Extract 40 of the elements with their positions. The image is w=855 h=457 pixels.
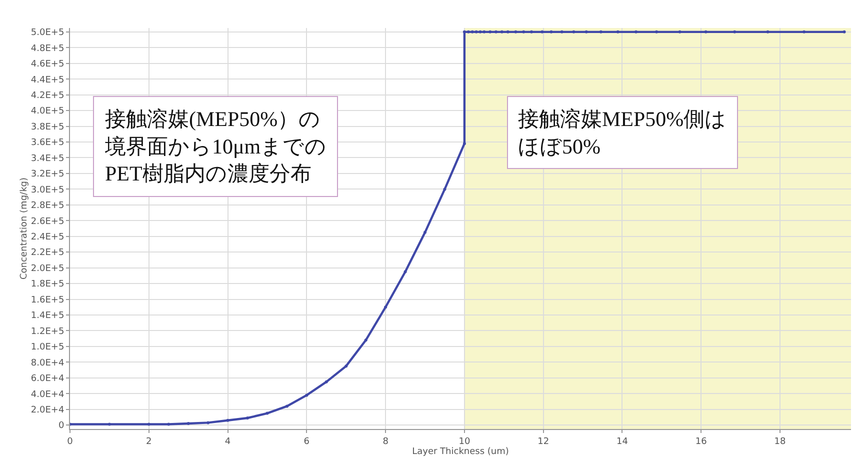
x-tick-label: 18 <box>774 436 786 447</box>
x-tick-label: 2 <box>146 436 152 447</box>
y-tick-label: 1.4E+5 <box>30 311 64 322</box>
x-tick-label: 4 <box>224 436 231 447</box>
y-tick-label: 3.6E+5 <box>30 138 64 148</box>
y-tick-label: 2.6E+5 <box>30 216 64 227</box>
y-tick-label: 4.4E+5 <box>30 75 64 86</box>
y-tick-label: 3.2E+5 <box>30 170 64 180</box>
y-tick-label: 8.0E+4 <box>30 358 64 368</box>
y-tick-label: 4.0E+4 <box>30 390 64 400</box>
x-tick-label: 6 <box>304 436 310 447</box>
y-tick-label: 4.6E+5 <box>30 60 64 70</box>
y-tick-label: 6.0E+4 <box>30 374 64 384</box>
y-tick-label: 5.0E+5 <box>30 28 64 38</box>
annotation: 接触溶媒(MEP50%）の境界面から10μmまでのPET樹脂内の濃度分布 <box>104 107 327 186</box>
y-tick-label: 0 <box>58 421 64 432</box>
y-tick-label: 3.0E+5 <box>30 185 64 196</box>
y-tick-label: 2.8E+5 <box>30 201 64 212</box>
x-tick-label: 16 <box>695 436 708 447</box>
y-axis-title: Concentration (mg/kg) <box>19 178 30 280</box>
x-tick-label: 12 <box>538 436 550 447</box>
x-tick-label: 0 <box>67 436 74 447</box>
y-tick-label: 1.6E+5 <box>30 295 64 306</box>
y-tick-label: 3.8E+5 <box>30 122 64 132</box>
y-tick-label: 2.0E+5 <box>30 264 64 274</box>
y-tick-label: 2.4E+5 <box>30 232 64 243</box>
y-tick-label: 2.0E+4 <box>30 405 64 416</box>
x-tick-label: 10 <box>458 436 470 447</box>
x-tick-label: 14 <box>616 436 628 447</box>
y-tick-label: 2.2E+5 <box>30 248 64 258</box>
y-tick-label: 4.2E+5 <box>30 90 64 101</box>
y-tick-label: 4.0E+5 <box>30 106 64 117</box>
y-tick-label: 1.2E+5 <box>30 326 64 337</box>
y-tick-label: 3.4E+5 <box>30 154 64 164</box>
y-tick-label: 1.0E+5 <box>30 342 64 353</box>
annotation: 接触溶媒MEP50%側はほぼ50% <box>518 107 727 158</box>
x-tick-label: 8 <box>382 436 389 447</box>
y-tick-label: 4.8E+5 <box>30 44 64 54</box>
y-tick-label: 1.8E+5 <box>30 280 64 290</box>
x-axis-title: Layer Thickness (um) <box>412 446 509 457</box>
